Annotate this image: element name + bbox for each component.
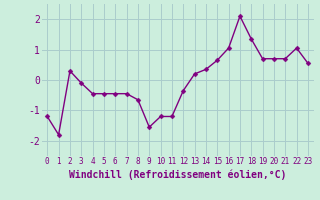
X-axis label: Windchill (Refroidissement éolien,°C): Windchill (Refroidissement éolien,°C) [69,169,286,180]
